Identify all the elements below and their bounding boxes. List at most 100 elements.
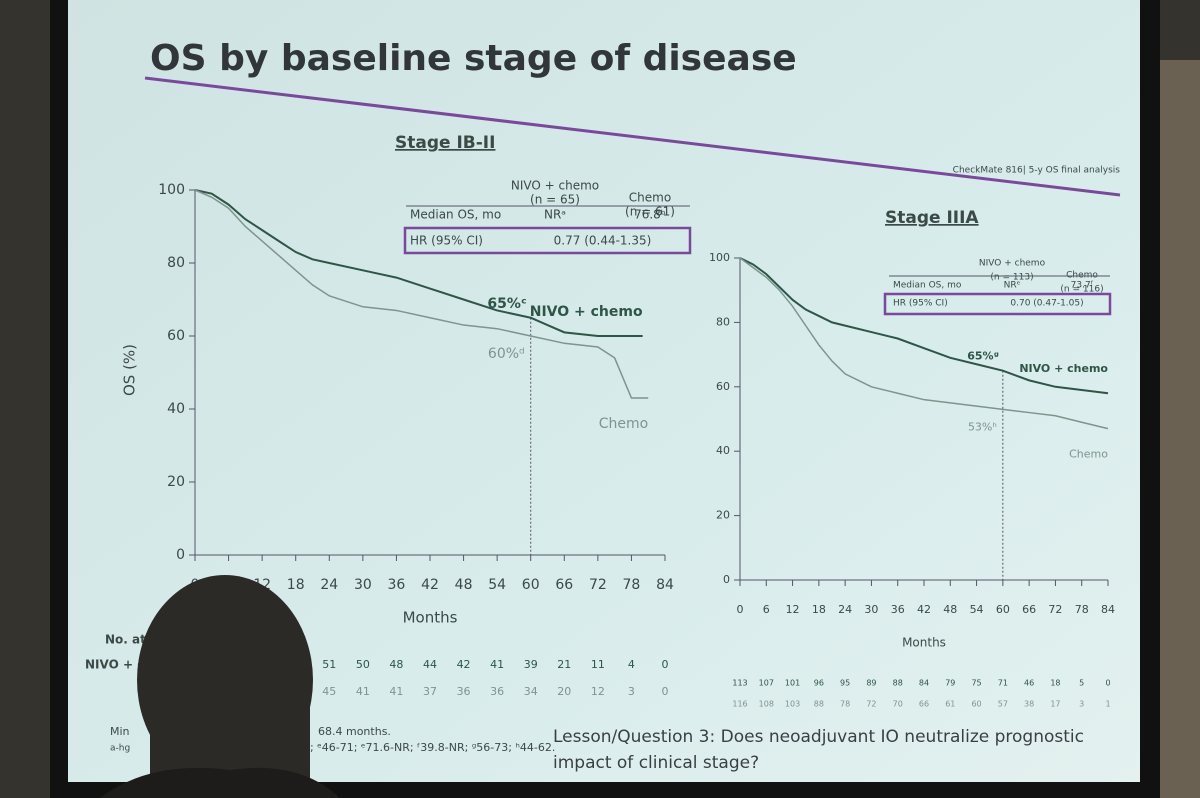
series-label: NIVO + chemo xyxy=(1019,362,1108,375)
at-risk-count: 113 xyxy=(732,679,747,688)
x-tick-label: 0 xyxy=(737,603,744,616)
at-risk-count: 75 xyxy=(971,679,981,688)
at-risk-count: 44 xyxy=(423,658,437,671)
table-row-label: Median OS, mo xyxy=(893,281,962,291)
at-risk-label: No. at xyxy=(105,633,146,647)
title-rule xyxy=(144,76,1121,197)
at-risk-count: 66 xyxy=(919,700,929,709)
y-tick-label: 20 xyxy=(167,474,185,490)
x-tick-label: 42 xyxy=(917,603,931,616)
y-tick-label: 60 xyxy=(716,380,730,393)
x-tick-label: 60 xyxy=(522,577,540,593)
x-tick-label: 36 xyxy=(388,577,406,593)
at-risk-count: 95 xyxy=(840,679,850,688)
audience-head xyxy=(100,575,340,798)
lesson-line: impact of clinical stage? xyxy=(553,753,759,773)
at-risk-count: 12 xyxy=(591,685,605,698)
y-tick-label: 40 xyxy=(716,444,730,457)
table-cell: 73.7ᶠ xyxy=(1071,281,1094,291)
x-tick-label: 6 xyxy=(763,603,770,616)
at-risk-count: 3 xyxy=(1079,700,1084,709)
at-risk-count: 37 xyxy=(423,685,437,698)
x-tick-label: 66 xyxy=(1022,603,1036,616)
series-label: Chemo xyxy=(599,416,648,432)
table-cell: 76.8ᵇ xyxy=(634,208,666,222)
table-header: (n = 116) xyxy=(1060,285,1103,295)
y-tick-label: 0 xyxy=(176,547,185,563)
x-tick-label: 24 xyxy=(320,577,338,593)
at-risk-count: 57 xyxy=(998,700,1008,709)
at-risk-count: 88 xyxy=(814,700,824,709)
at-risk-count: 11 xyxy=(591,658,605,671)
footnote: 68.4 months. xyxy=(318,725,391,738)
x-tick-label: 48 xyxy=(455,577,473,593)
series-label: Chemo xyxy=(1069,448,1108,461)
footnote: -75; ᵉ46-71; ᵉ71.6-NR; ᶠ39.8-NR; ᵍ56-73;… xyxy=(292,741,555,754)
series-label: NIVO + chemo xyxy=(530,304,643,320)
table-header: (n = 113) xyxy=(990,273,1033,283)
at-risk-count: 116 xyxy=(732,700,747,709)
survival-curve xyxy=(739,257,1109,395)
at-risk-count: 78 xyxy=(840,700,850,709)
survival-curve xyxy=(194,189,649,399)
at-risk-count: 61 xyxy=(945,700,955,709)
at-risk-count: 101 xyxy=(785,679,800,688)
at-risk-count: 39 xyxy=(524,658,538,671)
survival-curve xyxy=(194,189,643,337)
at-risk-count: 71 xyxy=(998,679,1008,688)
x-tick-label: 78 xyxy=(1075,603,1089,616)
at-risk-count: 60 xyxy=(971,700,981,709)
at-risk-count: 72 xyxy=(866,700,876,709)
hr-box xyxy=(883,292,1112,316)
at-risk-count: 41 xyxy=(490,658,504,671)
at-risk-count: 34 xyxy=(524,685,538,698)
x-tick-label: 78 xyxy=(623,577,641,593)
x-tick-label: 18 xyxy=(812,603,826,616)
y-tick-label: 80 xyxy=(167,255,185,271)
slide-title: OS by baseline stage of disease xyxy=(150,38,797,79)
x-tick-label: 84 xyxy=(1101,603,1115,616)
x-tick-label: 30 xyxy=(864,603,878,616)
at-risk-count: 38 xyxy=(1024,700,1034,709)
y-tick-label: 60 xyxy=(167,328,185,344)
annotation: 60%ᵈ xyxy=(488,346,525,362)
at-risk-count: 36 xyxy=(490,685,504,698)
chart-title: Stage IIIA xyxy=(885,208,979,228)
at-risk-count: 84 xyxy=(919,679,929,688)
at-risk-count: 103 xyxy=(785,700,800,709)
table-header: NIVO + chemo xyxy=(511,179,599,193)
x-tick-label: 54 xyxy=(488,577,506,593)
at-risk-count: 88 xyxy=(893,679,903,688)
table-cell: 0.70 (0.47-1.05) xyxy=(1010,299,1083,309)
lesson-line: Lesson/Question 3: Does neoadjuvant IO n… xyxy=(553,727,1084,747)
at-risk-count: 3 xyxy=(628,685,635,698)
x-tick-label: 60 xyxy=(996,603,1010,616)
source: CheckMate 816| 5-y OS final analysis xyxy=(953,166,1121,176)
at-risk-count: 50 xyxy=(356,658,370,671)
at-risk-count: 0 xyxy=(1105,679,1110,688)
annotation: 53%ʰ xyxy=(968,420,997,433)
at-risk-count: 96 xyxy=(814,679,824,688)
y-tick-label: 40 xyxy=(167,401,185,417)
y-tick-label: 20 xyxy=(716,509,730,522)
at-risk-count: 0 xyxy=(662,685,669,698)
footnote: a-hg xyxy=(110,744,130,754)
x-tick-label: 18 xyxy=(287,577,305,593)
y-tick-label: 0 xyxy=(723,573,730,586)
x-axis-label: Months xyxy=(902,636,946,650)
at-risk-count: 107 xyxy=(759,679,774,688)
x-tick-label: 66 xyxy=(555,577,573,593)
at-risk-count: 46 xyxy=(1024,679,1034,688)
at-risk-count: 17 xyxy=(1050,700,1060,709)
y-tick-label: 80 xyxy=(716,315,730,328)
at-risk-count: 79 xyxy=(945,679,955,688)
x-tick-label: 42 xyxy=(421,577,439,593)
x-tick-label: 36 xyxy=(891,603,905,616)
at-risk-count: 36 xyxy=(457,685,471,698)
chart-title: Stage IB-II xyxy=(395,133,495,153)
table-header: (n = 61) xyxy=(625,205,675,219)
x-tick-label: 54 xyxy=(970,603,984,616)
at-risk-count: 18 xyxy=(1050,679,1060,688)
annotation: 65%ᵍ xyxy=(967,350,999,363)
